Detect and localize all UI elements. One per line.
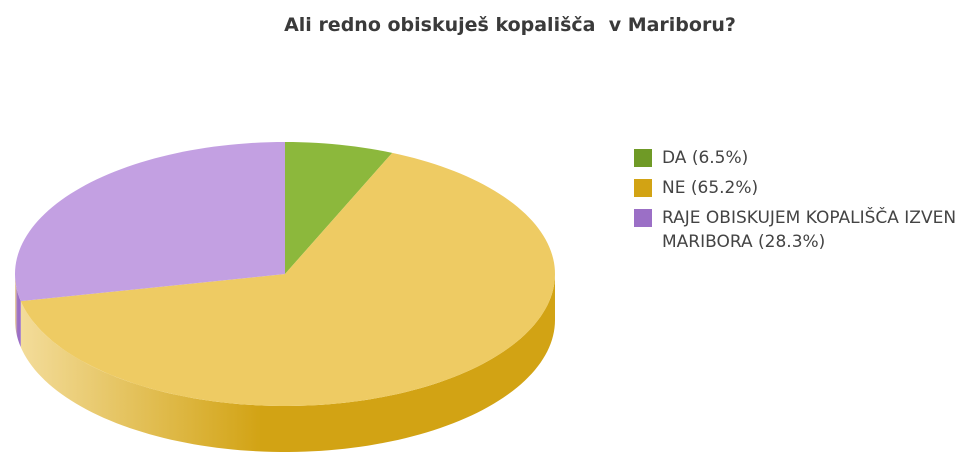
legend-item: RAJE OBISKUJEM KOPALIŠČA IZVEN MARIBORA … [634,206,974,254]
legend-value: (28.3%) [758,232,826,252]
chart-title: Ali redno obiskuješ kopališča v Mariboru… [284,14,736,36]
legend: DA (6.5%) NE (65.2%) RAJE OBISKUJEM KOPALI… [634,146,974,260]
slice [20,152,555,406]
legend-swatch [634,209,652,227]
legend-swatch [634,179,652,197]
slice [15,142,286,302]
slice-side [20,274,556,452]
slice [285,142,393,274]
legend-label: NE [662,178,686,198]
legend-item: DA (6.5%) [634,146,974,170]
slice-side [15,274,21,348]
legend-label: RAJE OBISKUJEM KOPALIŠČA IZVEN MARIBORA [662,208,957,252]
legend-swatch [634,149,652,167]
legend-value: (65.2%) [690,178,759,198]
legend-value: (6.5%) [691,148,749,168]
legend-label: DA [662,148,687,168]
legend-item: NE (65.2%) [634,176,974,200]
